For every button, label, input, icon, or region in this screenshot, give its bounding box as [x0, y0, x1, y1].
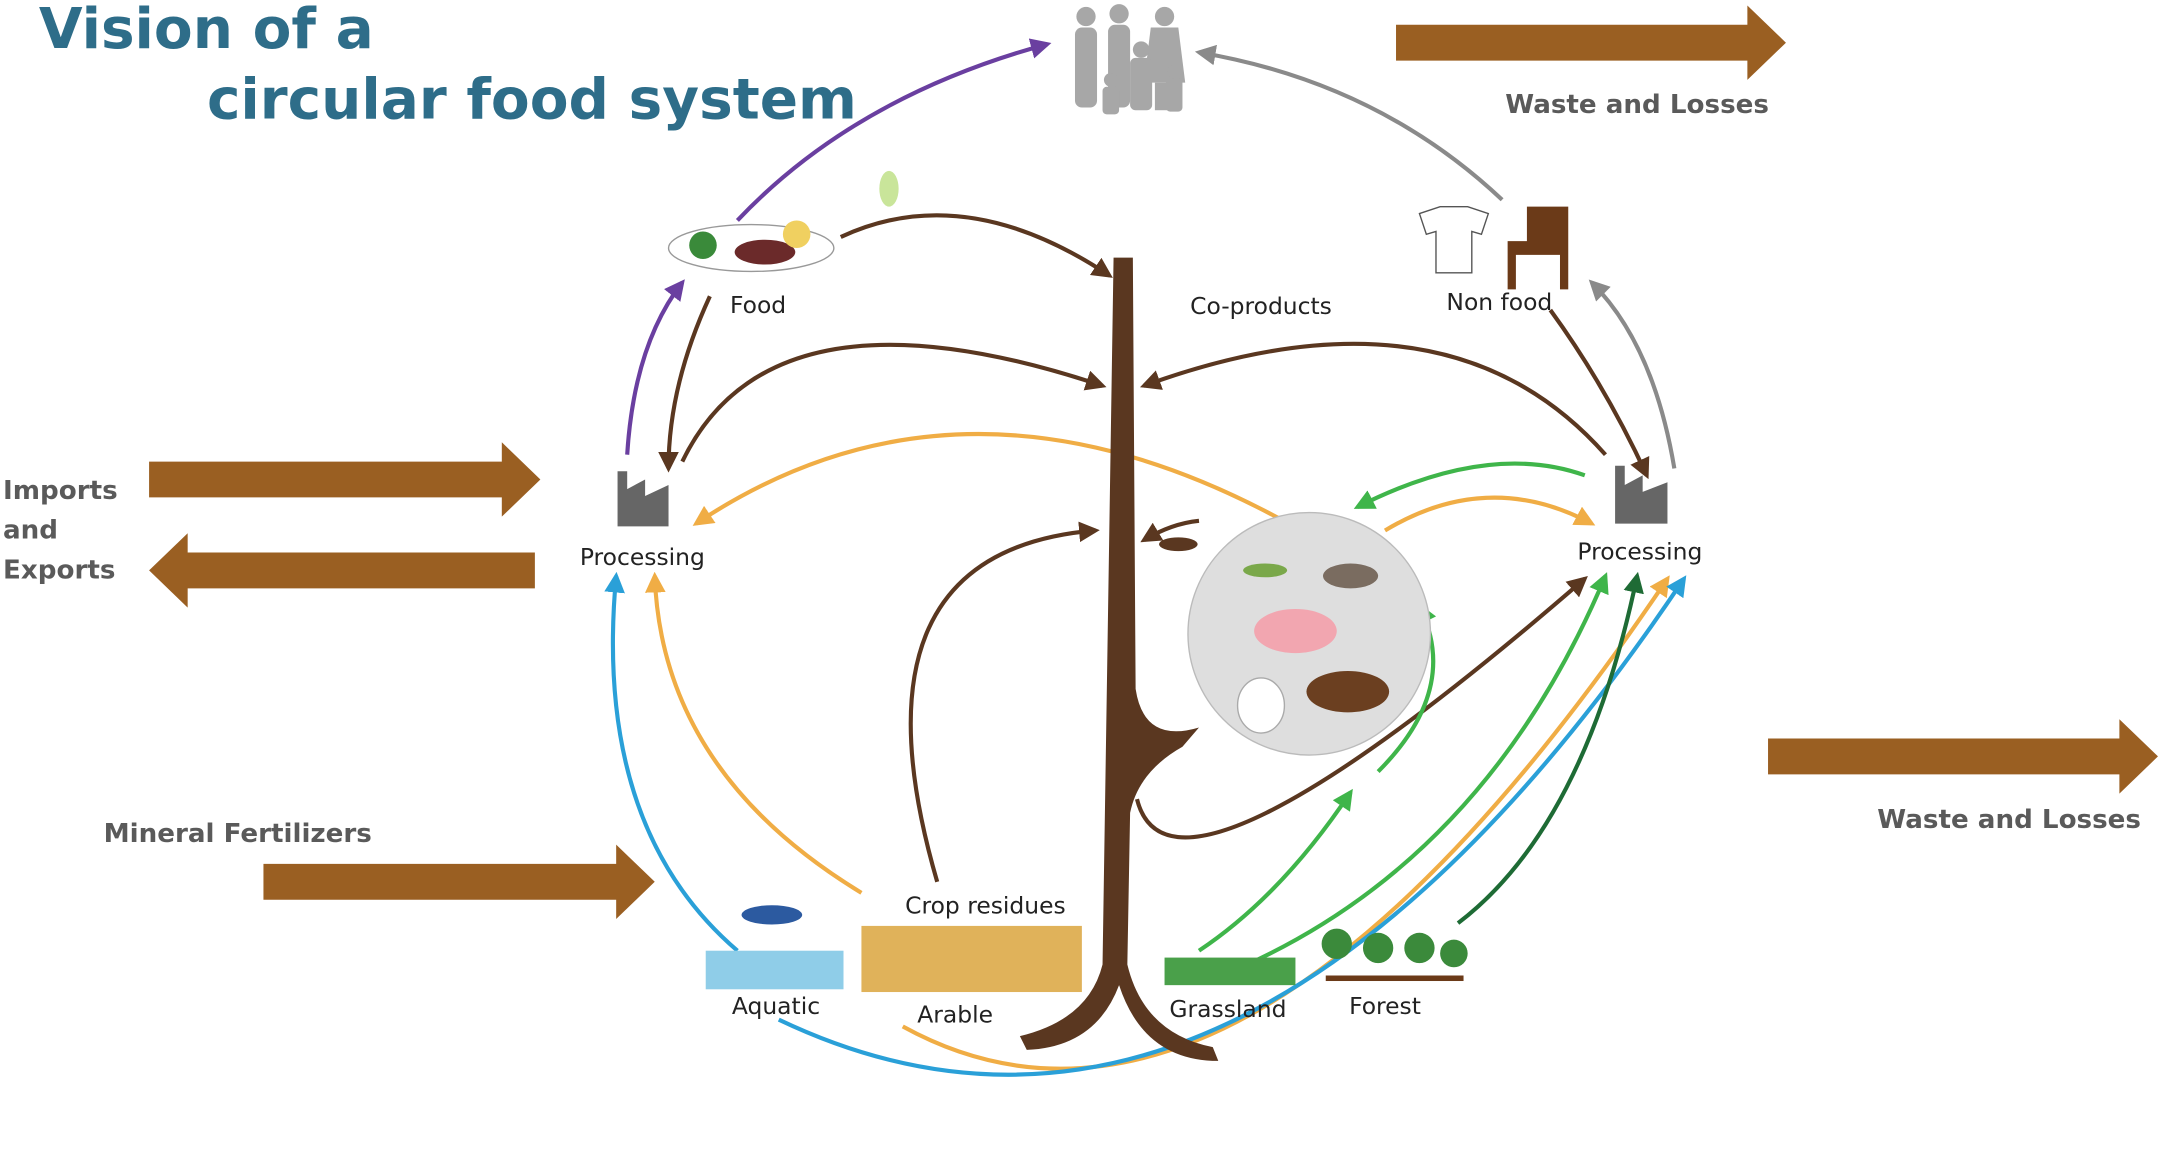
node-label: Non food [1446, 288, 1552, 316]
manure [1159, 537, 1198, 551]
chicken [1238, 678, 1285, 733]
node-label: Arable [917, 1000, 993, 1028]
cow [1306, 671, 1389, 712]
external-label: Waste and Losses [1877, 805, 2141, 835]
vegetable [689, 231, 717, 259]
title-line: circular food system [207, 67, 857, 132]
diagram: Vision of a circular food system Waste a… [0, 0, 2161, 1156]
wheat [861, 926, 1081, 992]
node-label: Food [730, 291, 786, 319]
trees [1322, 929, 1468, 981]
node-label: Grassland [1169, 995, 1286, 1023]
node-label: Aquatic [732, 992, 820, 1020]
people [1075, 4, 1185, 114]
factory [1615, 466, 1667, 524]
water [706, 951, 844, 990]
pig [1254, 609, 1337, 653]
factory [618, 471, 669, 526]
apple-core [879, 171, 898, 207]
insect [1243, 564, 1287, 578]
title-line: Vision of a [39, 0, 374, 62]
external-label: Exports [3, 556, 115, 586]
external-label: Waste and Losses [1505, 90, 1769, 120]
external-label: Imports [3, 476, 118, 506]
external-label: Mineral Fertilizers [104, 819, 372, 849]
node-label: Forest [1349, 992, 1421, 1020]
node-label: Processing [1577, 537, 1702, 565]
grass [1165, 958, 1296, 986]
meat [735, 240, 796, 265]
node-label: Crop residues [905, 892, 1066, 920]
external-label: and [3, 516, 58, 546]
tuna [742, 905, 803, 924]
potato [783, 220, 811, 248]
node-label: Co-products [1190, 292, 1332, 320]
chair [1508, 207, 1569, 290]
shirt [1419, 207, 1488, 273]
fish [1323, 564, 1378, 589]
node-label: Processing [580, 543, 705, 571]
